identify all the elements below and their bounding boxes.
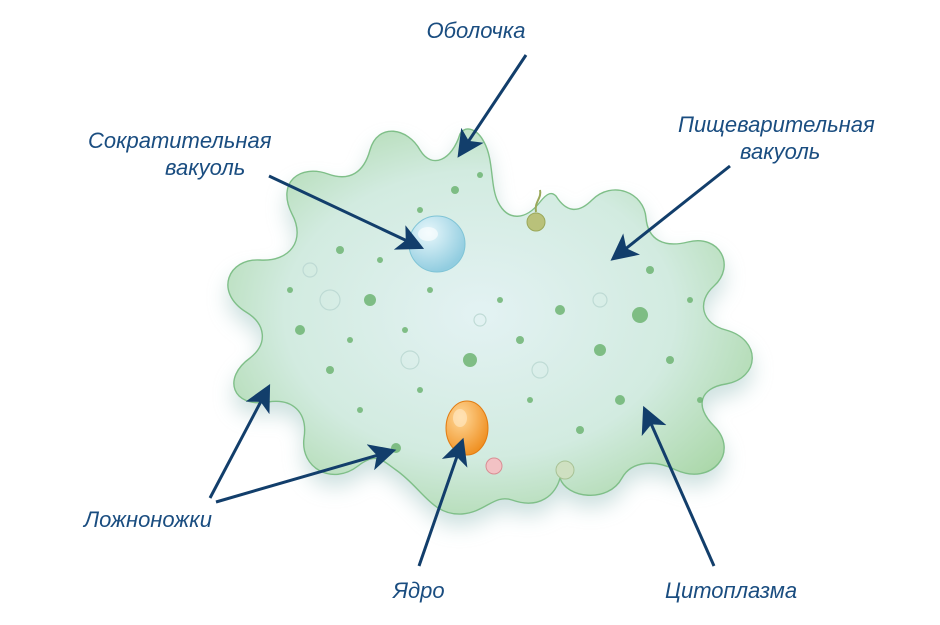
cell-body [228, 129, 752, 514]
prey-particle [527, 190, 545, 231]
label-contractile-1: Сократительная [88, 128, 271, 154]
label-cytoplasm: Цитоплазма [665, 578, 797, 604]
diagram-stage: Оболочка Сократительная вакуоль Пищевари… [0, 0, 940, 625]
label-digestive-2: вакуоль [740, 139, 820, 165]
label-digestive-1: Пищеварительная [678, 112, 875, 138]
contractile-vacuole [409, 216, 465, 272]
cytoplasm-bubbles [303, 263, 607, 378]
label-pseudopods: Ложноножки [84, 507, 212, 533]
food-vacuole-green [556, 461, 574, 479]
food-vacuole-pink [486, 458, 502, 474]
pointer-arrows [210, 55, 730, 566]
cytoplasm-granules [287, 172, 703, 453]
label-membrane: Оболочка [427, 18, 526, 44]
label-contractile-2: вакуоль [165, 155, 245, 181]
label-nucleus: Ядро [393, 578, 445, 604]
nucleus [446, 401, 488, 455]
